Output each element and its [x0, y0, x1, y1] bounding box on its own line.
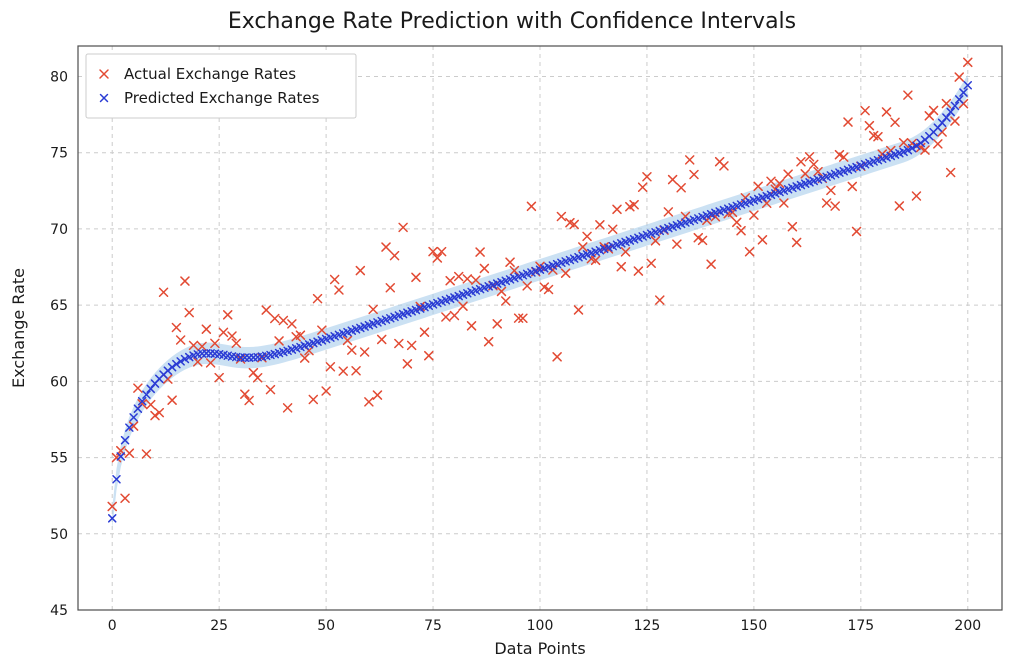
svg-text:150: 150	[741, 618, 768, 634]
svg-text:100: 100	[527, 618, 554, 634]
svg-text:75: 75	[50, 146, 68, 162]
chart-title: Exchange Rate Prediction with Confidence…	[228, 9, 796, 34]
y-axis-label: Exchange Rate	[9, 268, 28, 388]
svg-text:25: 25	[210, 618, 228, 634]
y-ticks: 45 50 55 60 65 70 75 80	[50, 69, 68, 619]
gridlines	[78, 46, 1002, 610]
chart-svg: Exchange Rate Prediction with Confidence…	[0, 0, 1024, 668]
svg-text:50: 50	[50, 527, 68, 543]
svg-text:55: 55	[50, 451, 68, 467]
svg-text:125: 125	[634, 618, 661, 634]
svg-text:50: 50	[317, 618, 335, 634]
svg-text:0: 0	[108, 618, 117, 634]
legend-item-pred: Predicted Exchange Rates	[101, 89, 320, 107]
chart-container: Exchange Rate Prediction with Confidence…	[0, 0, 1024, 668]
svg-text:200: 200	[954, 618, 981, 634]
x-axis-label: Data Points	[494, 639, 585, 658]
legend-box	[86, 54, 356, 118]
svg-text:60: 60	[50, 374, 68, 390]
svg-text:80: 80	[50, 69, 68, 85]
svg-text:70: 70	[50, 222, 68, 238]
legend-label-pred: Predicted Exchange Rates	[124, 89, 320, 107]
svg-text:45: 45	[50, 603, 68, 619]
svg-text:65: 65	[50, 298, 68, 314]
svg-text:175: 175	[847, 618, 874, 634]
x-ticks: 0 25 50 75 100 125 150 175 200	[108, 618, 981, 634]
legend-item-actual: Actual Exchange Rates	[100, 65, 296, 83]
legend-label-actual: Actual Exchange Rates	[124, 65, 296, 83]
legend: Actual Exchange Rates Predicted Exchange…	[86, 54, 356, 118]
svg-text:75: 75	[424, 618, 442, 634]
